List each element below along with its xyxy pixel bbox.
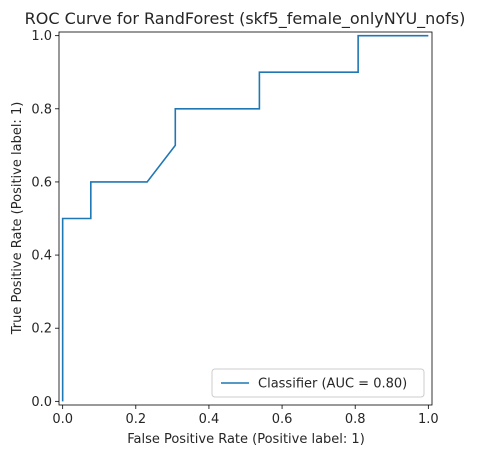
y-axis-label: True Positive Rate (Positive label: 1)	[10, 102, 25, 336]
x-tick-label: 0.0	[52, 412, 73, 427]
legend: Classifier (AUC = 0.80)	[211, 368, 425, 398]
x-axis-label: False Positive Rate (Positive label: 1)	[127, 432, 365, 447]
x-tick-label: 0.2	[125, 412, 146, 427]
legend-box	[211, 368, 425, 398]
y-tick-label: 0.2	[31, 322, 52, 337]
x-tick-label: 0.8	[345, 412, 366, 427]
y-tick-label: 0.4	[31, 249, 52, 264]
axes-frame	[58, 31, 433, 406]
x-tick-label: 1.0	[418, 412, 439, 427]
x-tick-label: 0.6	[272, 412, 293, 427]
y-tick-label: 0.8	[31, 102, 52, 117]
plot-area	[58, 31, 433, 406]
y-tick-label: 0.0	[31, 395, 52, 410]
x-axis-ticks: 0.0 0.2 0.4 0.6 0.8 1.0	[52, 405, 439, 427]
y-tick-label: 0.6	[31, 175, 52, 190]
legend-entry-label: Classifier (AUC = 0.80)	[258, 377, 407, 392]
y-axis-ticks: 0.0 0.2 0.4 0.6 0.8 1.0	[31, 29, 59, 410]
y-tick-label: 1.0	[31, 29, 52, 44]
x-tick-label: 0.4	[199, 412, 220, 427]
chart-title: ROC Curve for RandForest (skf5_female_on…	[25, 9, 466, 29]
roc-curve-line-0	[61, 34, 429, 402]
